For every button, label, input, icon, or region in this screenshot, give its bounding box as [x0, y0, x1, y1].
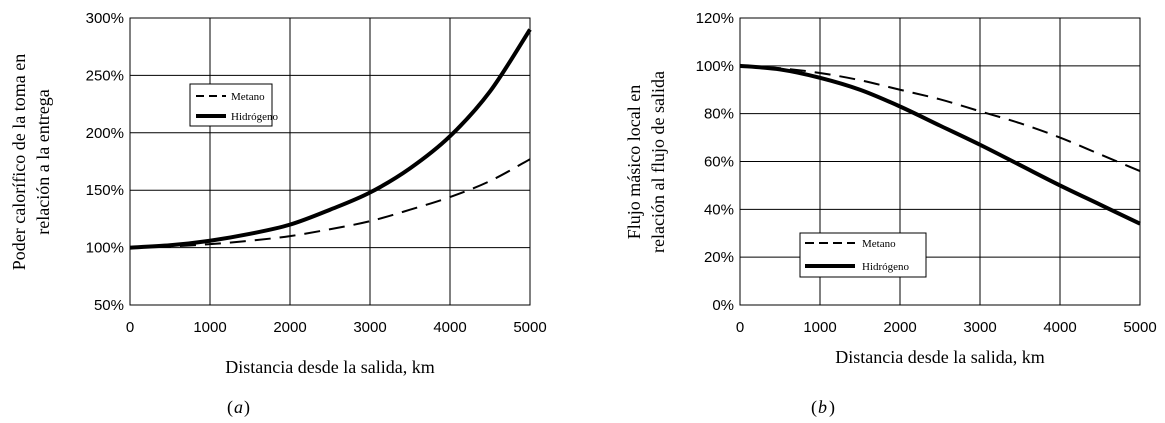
x-tick-label: 1000 — [193, 319, 226, 336]
y-tick-labels-a: 50% 100% 150% 200% 250% 300% — [86, 10, 124, 314]
y-axis-label-b-line2: relación al flujo de salida — [648, 71, 668, 253]
y-tick-labels-b: 0% 20% 40% 60% 80% 100% 120% — [696, 10, 734, 314]
caption-a: ( a ) — [227, 397, 250, 418]
legend-metano-label-b: Metano — [862, 238, 896, 250]
caption-b-letter: b — [818, 397, 827, 417]
y-tick-label: 100% — [696, 58, 734, 75]
series-line-metano — [739, 64, 1141, 172]
x-tick-label: 2000 — [883, 319, 916, 336]
y-tick-label: 20% — [704, 249, 734, 266]
y-tick-label: 60% — [704, 154, 734, 171]
x-tick-label: 4000 — [1043, 319, 1076, 336]
plot-area-a — [129, 17, 531, 306]
grid-a — [130, 18, 530, 305]
series-line-metano — [129, 158, 531, 249]
y-tick-label: 100% — [86, 240, 124, 257]
svg-text:): ) — [244, 397, 250, 418]
series-line-hidrogeno — [129, 28, 532, 250]
y-axis-label-a-line2: relación a la entrega — [33, 89, 53, 234]
y-tick-label: 250% — [86, 67, 124, 84]
legend-a: Metano Hidrógeno — [189, 83, 279, 127]
legend-box-a — [189, 83, 273, 127]
y-tick-label: 50% — [94, 297, 124, 314]
chart-panel-a: 0 1000 2000 3000 4000 5000 50% 100% 150% 200% 250… — [9, 10, 547, 377]
legend-b: Metano Hidrógeno — [799, 232, 927, 278]
series-lines-b — [739, 63, 1141, 226]
y-tick-label: 40% — [704, 201, 734, 218]
series-line-hidrogeno — [739, 63, 1141, 226]
y-tick-label: 200% — [86, 125, 124, 142]
svg-text:): ) — [829, 397, 835, 418]
x-tick-label: 0 — [736, 319, 744, 336]
y-tick-label: 300% — [86, 10, 124, 27]
y-tick-label: 120% — [696, 10, 734, 27]
caption-a-letter: a — [234, 397, 243, 417]
y-tick-label: 0% — [712, 297, 734, 314]
x-axis-label-b: Distancia desde la salida, km — [835, 347, 1044, 367]
x-axis-label-a: Distancia desde la salida, km — [225, 357, 434, 377]
x-tick-label: 3000 — [353, 319, 386, 336]
legend-box-b — [799, 232, 927, 278]
y-axis-label-b-line1: Flujo másico local en — [624, 85, 644, 239]
series-lines-a — [129, 28, 532, 250]
x-tick-label: 5000 — [1123, 319, 1156, 336]
caption-b: ( b ) — [811, 397, 835, 418]
x-tick-label: 5000 — [513, 319, 546, 336]
y-tick-label: 80% — [704, 106, 734, 123]
legend-metano-label-a: Metano — [231, 91, 265, 103]
x-tick-label: 1000 — [803, 319, 836, 336]
svg-text:(: ( — [811, 397, 817, 418]
x-tick-label: 4000 — [433, 319, 466, 336]
legend-hidrogeno-label-a: Hidrógeno — [231, 111, 279, 123]
chart-panel-b: 0 1000 2000 3000 4000 5000 0% 20% 40% 60% 80% 100%… — [624, 10, 1157, 367]
svg-text:(: ( — [227, 397, 233, 418]
y-tick-label: 150% — [86, 182, 124, 199]
x-tick-labels-a: 0 1000 2000 3000 4000 5000 — [126, 319, 547, 336]
x-tick-label: 2000 — [273, 319, 306, 336]
x-tick-label: 3000 — [963, 319, 996, 336]
y-axis-label-a-line1: Poder calorífico de la toma en — [9, 54, 29, 270]
legend-hidrogeno-label-b: Hidrógeno — [862, 261, 910, 273]
x-tick-labels-b: 0 1000 2000 3000 4000 5000 — [736, 319, 1157, 336]
x-tick-label: 0 — [126, 319, 134, 336]
